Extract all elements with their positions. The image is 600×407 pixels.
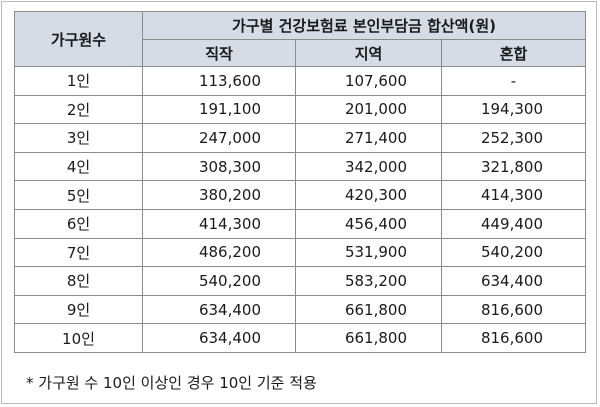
regional-premium-cell: 342,000	[295, 151, 442, 182]
mixed-column-header: 혼합	[441, 39, 586, 67]
table-row: 9인 634,400 661,800 816,600	[14, 294, 586, 325]
regional-premium-cell: 531,900	[295, 237, 442, 268]
employee-premium-cell: 247,000	[142, 123, 296, 153]
household-count-cell: 5인	[14, 180, 143, 210]
employee-premium-cell: 414,300	[142, 208, 296, 239]
premium-group-header: 가구별 건강보험료 본인부담금 합산액(원)	[142, 11, 586, 40]
employee-premium-cell: 540,200	[142, 266, 296, 296]
household-count-cell: 6인	[14, 208, 143, 239]
employee-premium-cell: 634,400	[142, 294, 296, 325]
mixed-premium-cell: 194,300	[441, 94, 586, 125]
table-body: 1인 113,600 107,600-2인 191,100 201,000 194,300…	[14, 66, 586, 353]
household-count-cell: 2인	[14, 94, 143, 125]
household-count-cell: 3인	[14, 123, 143, 153]
table-row: 1인 113,600 107,600-	[14, 66, 586, 96]
employee-premium-cell: 191,100	[142, 94, 296, 125]
mixed-premium-cell: 449,400	[441, 208, 586, 239]
employee-premium-cell: 380,200	[142, 180, 296, 210]
regional-premium-cell: 107,600	[295, 66, 442, 96]
household-count-cell: 8인	[14, 266, 143, 296]
household-count-cell: 9인	[14, 294, 143, 325]
regional-premium-cell: 583,200	[295, 266, 442, 296]
mixed-premium-cell: -	[441, 66, 586, 96]
regional-premium-cell: 201,000	[295, 94, 442, 125]
table-row: 8인 540,200 583,200 634,400	[14, 266, 586, 296]
mixed-premium-cell: 414,300	[441, 180, 586, 210]
employee-premium-cell: 308,300	[142, 151, 296, 182]
mixed-premium-cell: 816,600	[441, 294, 586, 325]
household-count-header: 가구원수	[14, 11, 143, 67]
mixed-premium-cell: 321,800	[441, 151, 586, 182]
regional-column-header: 지역	[295, 39, 442, 67]
table-row: 4인 308,300 342,000 321,800	[14, 151, 586, 182]
regional-premium-cell: 456,400	[295, 208, 442, 239]
household-count-cell: 4인	[14, 151, 143, 182]
mixed-premium-cell: 252,300	[441, 123, 586, 153]
regional-premium-cell: 661,800	[295, 294, 442, 325]
household-count-cell: 7인	[14, 237, 143, 268]
table-row: 6인 414,300 456,400 449,400	[14, 208, 586, 239]
table-row: 2인 191,100 201,000 194,300	[14, 94, 586, 125]
household-count-cell: 1인	[14, 66, 143, 96]
mixed-premium-cell: 634,400	[441, 266, 586, 296]
footnote: * 가구원 수 10인 이상인 경우 10인 기준 적용	[26, 374, 317, 392]
table-row: 5인 380,200 420,300 414,300	[14, 180, 586, 210]
table-row: 10인 634,400 661,800 816,600	[14, 323, 586, 353]
employee-premium-cell: 486,200	[142, 237, 296, 268]
employee-premium-cell: 113,600	[142, 66, 296, 96]
employee-column-header: 직작	[142, 39, 296, 67]
mixed-premium-cell: 540,200	[441, 237, 586, 268]
household-count-cell: 10인	[14, 323, 143, 353]
table-row: 7인 486,200 531,900 540,200	[14, 237, 586, 268]
regional-premium-cell: 661,800	[295, 323, 442, 353]
premium-table: 가구원수 가구별 건강보험료 본인부담금 합산액(원) 직작 지역 혼합 1인 1…	[14, 11, 586, 353]
mixed-premium-cell: 816,600	[441, 323, 586, 353]
table-row: 3인 247,000 271,400 252,300	[14, 123, 586, 153]
regional-premium-cell: 271,400	[295, 123, 442, 153]
employee-premium-cell: 634,400	[142, 323, 296, 353]
regional-premium-cell: 420,300	[295, 180, 442, 210]
